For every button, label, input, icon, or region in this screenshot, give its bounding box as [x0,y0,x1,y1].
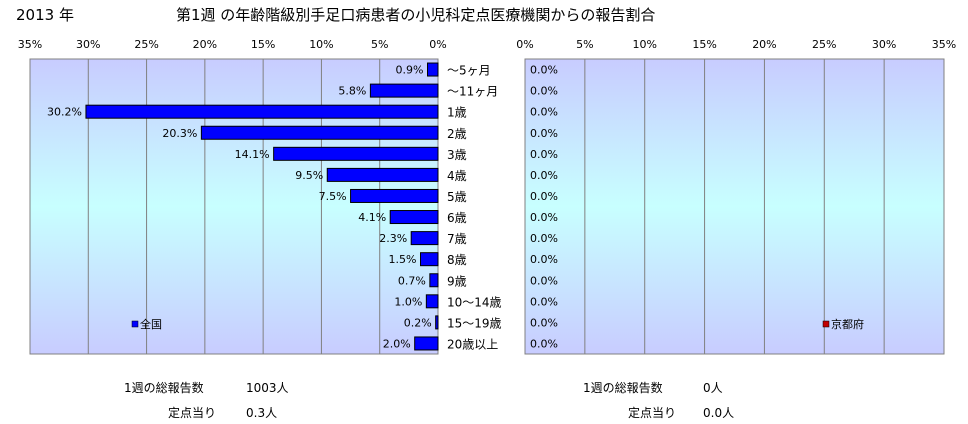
left-tick-label: 30% [76,38,100,51]
left-bar [429,273,439,288]
right-tick-label: 25% [812,38,836,51]
right-tick-label: 10% [632,38,656,51]
right-legend-label: 京都府 [831,317,864,331]
left-data-label: 9.5% [295,169,323,182]
right-data-label: 0.0% [530,85,558,98]
left-data-label: 2.3% [379,232,407,245]
right-data-label: 0.0% [530,127,558,140]
left-tick-label: 35% [18,38,42,51]
right-data-label: 0.0% [530,64,558,77]
left-legend-swatch [131,320,139,328]
left-data-label: 4.1% [358,211,386,224]
right-tick-label: 0% [516,38,533,51]
category-label: 9歳 [447,274,467,288]
national-total-value: 1003人 [246,381,289,395]
left-data-label: 0.2% [404,316,432,329]
left-bar [200,125,439,140]
right-data-label: 0.0% [530,106,558,119]
left-data-label: 0.7% [398,274,426,287]
right-data-label: 0.0% [530,211,558,224]
right-data-label: 0.0% [530,169,558,182]
left-chart-national: 35% 30% 25% 20% 15% 10% 5% 0% 0.9% 5.8% 30.2% 20.3%… [18,38,447,355]
right-data-label: 0.0% [530,295,558,308]
left-bar [420,252,439,267]
category-label: 6歳 [447,211,467,225]
left-tick-label: 20% [193,38,217,51]
kyoto-per-label: 定点当り [628,406,677,420]
category-label: 3歳 [447,148,467,162]
left-legend-label: 全国 [140,317,162,331]
left-bar [410,231,439,246]
right-data-label: 0.0% [530,316,558,329]
category-label: 20歳以上 [447,337,498,351]
left-bar [85,104,439,119]
left-bar [369,83,439,98]
right-legend-swatch [822,320,830,328]
left-data-label: 7.5% [319,190,347,203]
left-tick-label: 25% [134,38,158,51]
category-label: ～11ヶ月 [447,85,498,99]
kyoto-per-value: 0.0人 [703,406,735,420]
right-data-label: 0.0% [530,337,558,350]
kyoto-total-value: 0人 [703,381,723,395]
right-tick-label: 15% [692,38,716,51]
left-data-label: 0.9% [396,64,424,77]
left-data-label: 1.5% [389,253,417,266]
left-tick-label: 0% [429,38,446,51]
right-tick-label: 30% [872,38,896,51]
left-bar [427,62,439,77]
left-data-label: 14.1% [235,148,270,161]
category-label: 4歳 [447,169,467,183]
right-data-label: 0.0% [530,232,558,245]
right-tick-label: 35% [932,38,956,51]
left-bar [273,146,439,161]
left-tick-label: 15% [251,38,275,51]
category-label: 15～19歳 [447,316,502,330]
category-label: 2歳 [447,127,467,141]
left-tick-label: 10% [309,38,333,51]
right-data-label: 0.0% [530,190,558,203]
left-data-label: 2.0% [383,337,411,350]
right-plot-area [524,58,945,355]
right-data-label: 0.0% [530,253,558,266]
left-bar [326,167,439,182]
chart-title: 第1週 の年齢階級別手足口病患者の小児科定点医療機関からの報告割合 [176,6,656,24]
left-plot-area [29,58,439,355]
national-per-value: 0.3人 [246,406,278,420]
left-data-label: 20.3% [162,127,197,140]
year-label: 2013 年 [16,6,74,24]
category-label: 7歳 [447,232,467,246]
category-label: 10～14歳 [447,295,502,309]
national-total-label: 1週の総報告数 [124,381,204,395]
left-data-label: 30.2% [47,106,82,119]
category-label: 5歳 [447,190,467,204]
left-bar [425,294,439,309]
right-tick-label: 20% [752,38,776,51]
left-bar [435,315,439,330]
category-labels: ～5ヶ月 ～11ヶ月 1歳 2歳 3歳 4歳 5歳 6歳 7歳 8歳 9歳 10～14歳 15～19歳 2… [447,64,502,352]
left-bar [350,188,439,203]
right-chart-kyoto: 0% 5% 10% 15% 20% 25% 30% 35% 0.0% 0.0% 0.0% 0.0% 0.… [516,38,956,355]
right-tick-label: 5% [576,38,593,51]
right-data-label: 0.0% [530,274,558,287]
category-label: 8歳 [447,253,467,267]
category-label: 1歳 [447,106,467,120]
left-tick-label: 5% [371,38,388,51]
left-bar [389,210,439,225]
kyoto-total-label: 1週の総報告数 [583,381,663,395]
left-bar [414,336,439,351]
left-data-label: 1.0% [394,295,422,308]
left-data-label: 5.8% [338,85,366,98]
right-data-label: 0.0% [530,148,558,161]
national-per-label: 定点当り [168,406,217,420]
category-label: ～5ヶ月 [447,64,491,78]
